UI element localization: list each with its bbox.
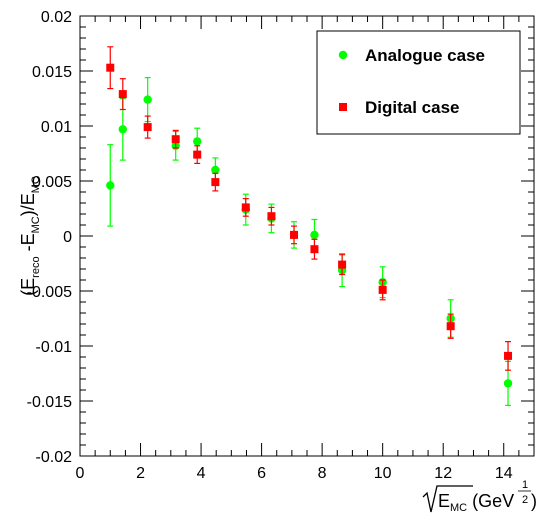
y-label-part3: )/E xyxy=(18,193,38,216)
y-tick-label: 0 xyxy=(63,229,72,246)
y-tick-label: 0.015 xyxy=(32,64,72,81)
y-tick-label: 0.005 xyxy=(32,174,72,191)
legend-marker-analogue xyxy=(338,50,348,60)
svg-text:(Ereco -EMC)/EMC: (Ereco -EMC)/EMC xyxy=(18,176,42,296)
digital-point xyxy=(504,351,513,360)
digital-point xyxy=(290,230,299,239)
y-label-sub3: MC xyxy=(30,176,42,193)
y-tick-label: -0.005 xyxy=(27,284,72,301)
x-tick-label: 10 xyxy=(374,465,392,482)
analogue-point xyxy=(211,165,220,175)
y-tick-label: 0.02 xyxy=(41,9,72,26)
legend-box xyxy=(316,30,521,135)
digital-point xyxy=(118,90,127,99)
x-tick-label: 6 xyxy=(257,465,266,482)
x-tick-label: 8 xyxy=(318,465,327,482)
x-label-close: ) xyxy=(531,491,537,511)
x-axis-ticks: 0 2 4 6 8 10 12 14 xyxy=(76,16,535,482)
digital-point xyxy=(193,150,202,159)
analogue-point xyxy=(118,125,127,134)
y-label-sub2: MC xyxy=(30,216,42,233)
analogue-point xyxy=(193,137,202,146)
y-tick-label: -0.01 xyxy=(36,339,73,356)
y-label-part2: -E xyxy=(18,233,38,256)
x-label-exp-den: 2 xyxy=(522,494,528,506)
legend-label-digital: Digital case xyxy=(365,98,460,117)
x-label-exp-num: 1 xyxy=(522,479,528,491)
digital-point xyxy=(267,212,276,221)
analogue-point xyxy=(503,379,513,388)
legend-marker-digital xyxy=(339,103,347,111)
digital-point xyxy=(143,123,152,132)
legend: Analogue case Digital case xyxy=(316,30,521,135)
sqrt-sign-icon xyxy=(422,485,473,513)
y-tick-label: -0.015 xyxy=(27,394,72,411)
svg-text:EMC (GeV: EMC (GeV xyxy=(438,491,514,514)
y-tick-label: 0.01 xyxy=(41,119,72,136)
x-axis-label: EMC (GeV 1 2 ) xyxy=(422,479,537,514)
x-tick-label: 12 xyxy=(434,465,452,482)
x-tick-label: 4 xyxy=(197,465,206,482)
y-label-sub1: reco xyxy=(30,256,42,277)
analogue-point xyxy=(310,230,319,240)
digital-point xyxy=(378,285,387,294)
y-tick-label: -0.02 xyxy=(36,449,73,466)
analogue-point xyxy=(106,181,115,190)
x-label-root-sub: MC xyxy=(450,502,467,514)
y-label-part1: (E xyxy=(18,278,38,296)
digital-point xyxy=(211,178,220,187)
x-label-unit: (GeV xyxy=(467,491,514,511)
y-axis-label: (Ereco -EMC)/EMC xyxy=(18,176,42,296)
analogue-point xyxy=(143,95,152,104)
x-tick-label: 14 xyxy=(495,465,513,482)
x-label-root: E xyxy=(438,491,450,511)
digital-point xyxy=(446,322,455,331)
digital-point xyxy=(338,260,347,269)
x-tick-label: 2 xyxy=(136,465,145,482)
digital-point xyxy=(106,63,115,72)
y-axis-ticks: -0.02 -0.015 -0.01 -0.005 0 0.005 0.01 0.015 0.0… xyxy=(27,9,534,466)
digital-point xyxy=(310,245,319,254)
data-points xyxy=(106,46,513,406)
x-tick-label: 0 xyxy=(76,465,85,482)
digital-point xyxy=(241,203,250,212)
legend-label-analogue: Analogue case xyxy=(365,46,485,65)
digital-point xyxy=(171,135,180,144)
